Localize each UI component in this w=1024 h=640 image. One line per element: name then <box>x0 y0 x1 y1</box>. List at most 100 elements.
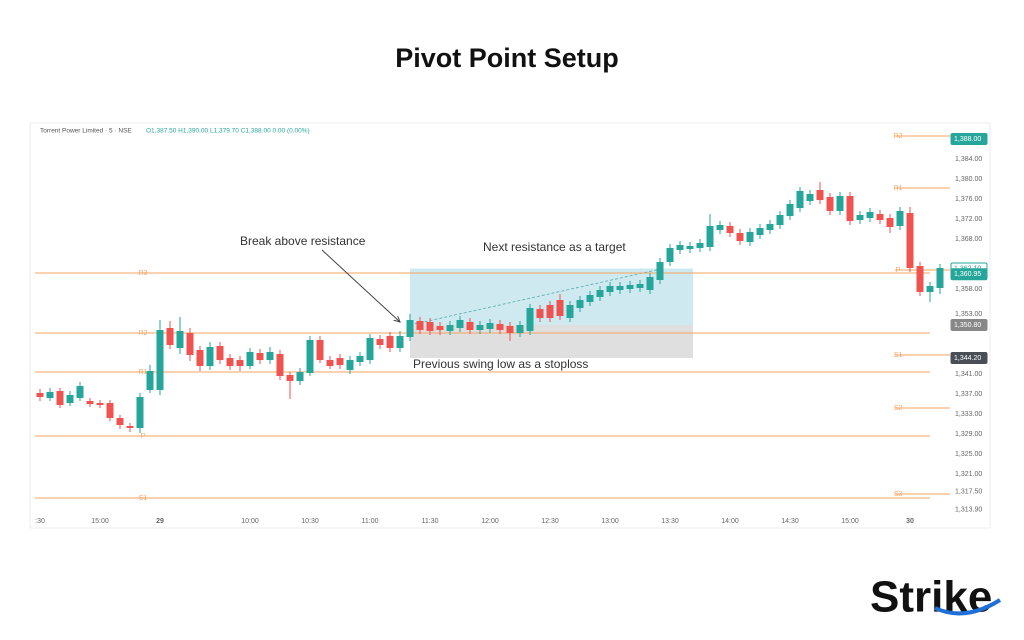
candle-body <box>656 262 664 280</box>
candle-body <box>236 360 244 366</box>
axis-layer: 1,384.00 1,380.00 1,376.00 1,372.00 1,368.00… <box>35 133 988 525</box>
candle-body <box>736 233 744 241</box>
candle-body <box>706 226 714 247</box>
brand-logo: Strike <box>870 573 992 622</box>
y-tick-label: 1,380.00 <box>955 176 982 183</box>
price-tag-label: 1,350.80 <box>954 322 981 329</box>
candle-body <box>786 204 794 216</box>
instrument: Torrent Power Limited · 5 · NSE <box>40 128 132 135</box>
candle-body <box>526 308 534 331</box>
y-tick-label: 1,333.00 <box>955 411 982 418</box>
candle-body <box>406 320 414 337</box>
pivot-label: R1 <box>139 369 148 376</box>
y-tick-label: 1,337.00 <box>955 391 982 398</box>
candle-body <box>726 226 734 233</box>
candle-body <box>376 339 384 345</box>
candle-body <box>276 354 284 376</box>
candle-body <box>466 322 474 330</box>
pivot-label: R1 <box>894 185 903 192</box>
x-tick-label: 12:30 <box>541 518 559 525</box>
logo-swoosh <box>934 598 1002 616</box>
candle-body <box>936 268 944 288</box>
pivot-label: P <box>896 267 901 274</box>
y-tick-label: 1,353.00 <box>955 311 982 318</box>
price-tag-label: 1,360.95 <box>954 271 981 278</box>
candle-body <box>436 326 444 330</box>
candle-body <box>796 191 804 208</box>
candle-layer <box>36 182 944 433</box>
y-tick-label: 1,317.50 <box>955 488 982 495</box>
chart-title: Pivot Point Setup <box>395 43 619 73</box>
candle-body <box>686 246 694 249</box>
price-tag-label: 1,344.20 <box>954 355 981 362</box>
candle-body <box>256 353 264 360</box>
pivot-layer: R3 R2 R1 P S1 R2 R1 P S1 S2 S3 <box>35 133 950 502</box>
x-tick-label: 14:00 <box>721 518 739 525</box>
candle-body <box>566 305 574 318</box>
candle-body <box>696 243 704 248</box>
price-tag-label: 1,388.00 <box>954 136 981 143</box>
candle-body <box>586 295 594 302</box>
candle-body <box>676 245 684 250</box>
candle-body <box>386 336 394 348</box>
y-tick-label: 1,376.00 <box>955 196 982 203</box>
y-tick-label: 1,321.00 <box>955 471 982 478</box>
candle-body <box>776 215 784 225</box>
candle-body <box>926 286 934 292</box>
candle-body <box>286 375 294 381</box>
candle-body <box>56 391 64 405</box>
candle-body <box>206 347 214 366</box>
annotation: Next resistance as a target <box>483 240 626 254</box>
candle-body <box>596 290 604 297</box>
chart-frame <box>29 122 991 529</box>
x-tick-label: 12:00 <box>481 518 499 525</box>
candle-body <box>896 211 904 226</box>
candle-body <box>446 325 454 331</box>
candle-body <box>36 393 44 397</box>
candle-body <box>506 326 514 333</box>
y-tick-label: 1,341.00 <box>955 371 982 378</box>
price-tag <box>950 133 988 145</box>
quote: O1,387.50 H1,390.00 L1,379.70 C1,388.00 … <box>146 128 310 135</box>
candle-body <box>456 320 464 328</box>
candle-body <box>756 228 764 235</box>
x-tick-label: 11:00 <box>362 518 379 525</box>
candle-body <box>516 325 524 333</box>
y-tick-label: 1,384.00 <box>955 156 982 163</box>
candle-body <box>86 401 94 404</box>
candle-body <box>636 284 644 288</box>
y-tick-label: 1,372.00 <box>955 216 982 223</box>
candle-body <box>216 346 224 360</box>
candle-body <box>116 418 124 425</box>
candle-body <box>866 212 874 218</box>
candle-body <box>266 352 274 360</box>
candle-body <box>876 214 884 220</box>
price-tag <box>950 352 988 364</box>
candle-body <box>336 358 344 365</box>
x-tick-label: 11:30 <box>422 518 439 525</box>
x-tick-label: 15:00 <box>91 518 109 525</box>
candle-body <box>186 333 194 355</box>
candle-body <box>746 232 754 242</box>
y-tick-label: 1,368.00 <box>955 236 982 243</box>
candle-body <box>46 392 54 398</box>
candle-body <box>906 213 914 268</box>
candle-body <box>816 190 824 200</box>
x-tick-label: 13:30 <box>661 518 679 525</box>
pivot-label: S1 <box>894 352 903 359</box>
candle-body <box>326 360 334 366</box>
annotation: Break above resistance <box>240 234 366 248</box>
pivot-label: S1 <box>139 495 148 502</box>
pivot-label: R3 <box>139 270 148 277</box>
candle-body <box>616 286 624 290</box>
candle-body <box>226 358 234 366</box>
candle-body <box>846 196 854 221</box>
candle-body <box>96 403 104 405</box>
candle-body <box>246 352 254 366</box>
candle-body <box>476 325 484 330</box>
candle-body <box>196 350 204 366</box>
price-tag <box>950 268 988 281</box>
x-tick-label: 13:00 <box>601 518 619 525</box>
